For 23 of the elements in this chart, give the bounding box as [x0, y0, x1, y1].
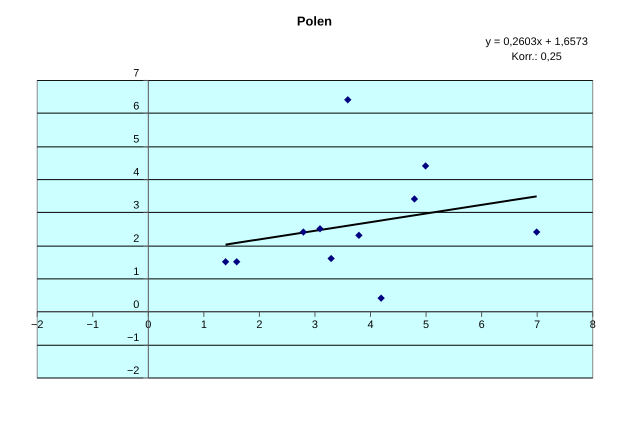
x-tick-label: −2 [30, 318, 44, 331]
y-tick-label: 3 [133, 200, 140, 212]
y-tick-label: 4 [133, 166, 140, 179]
y-tick-label: −1 [126, 332, 140, 344]
x-tick-label: 6 [478, 318, 485, 331]
y-tick-label: −2 [126, 365, 140, 378]
x-tick-label: 1 [200, 318, 207, 331]
y-tick-label: 1 [133, 266, 140, 278]
x-tick-label: 4 [367, 318, 374, 331]
y-tick-label: 0 [133, 298, 140, 311]
chart-title: Polen [296, 13, 332, 28]
x-tick-label: −1 [86, 318, 99, 331]
y-tick-label: 6 [133, 100, 140, 113]
text: y = 0,2603x + 1,6573 [485, 36, 588, 48]
x-tick-label: 8 [590, 318, 596, 331]
y-tick-label: 5 [133, 134, 140, 146]
text: Korr.: 0,25 [512, 51, 562, 64]
y-tick-label: 7 [133, 67, 140, 80]
x-tick-label: 3 [312, 318, 318, 331]
x-tick-label: 2 [256, 318, 262, 331]
x-tick-label: 7 [534, 318, 540, 331]
y-tick-label: 2 [133, 232, 140, 245]
x-tick-label: 5 [423, 318, 430, 331]
